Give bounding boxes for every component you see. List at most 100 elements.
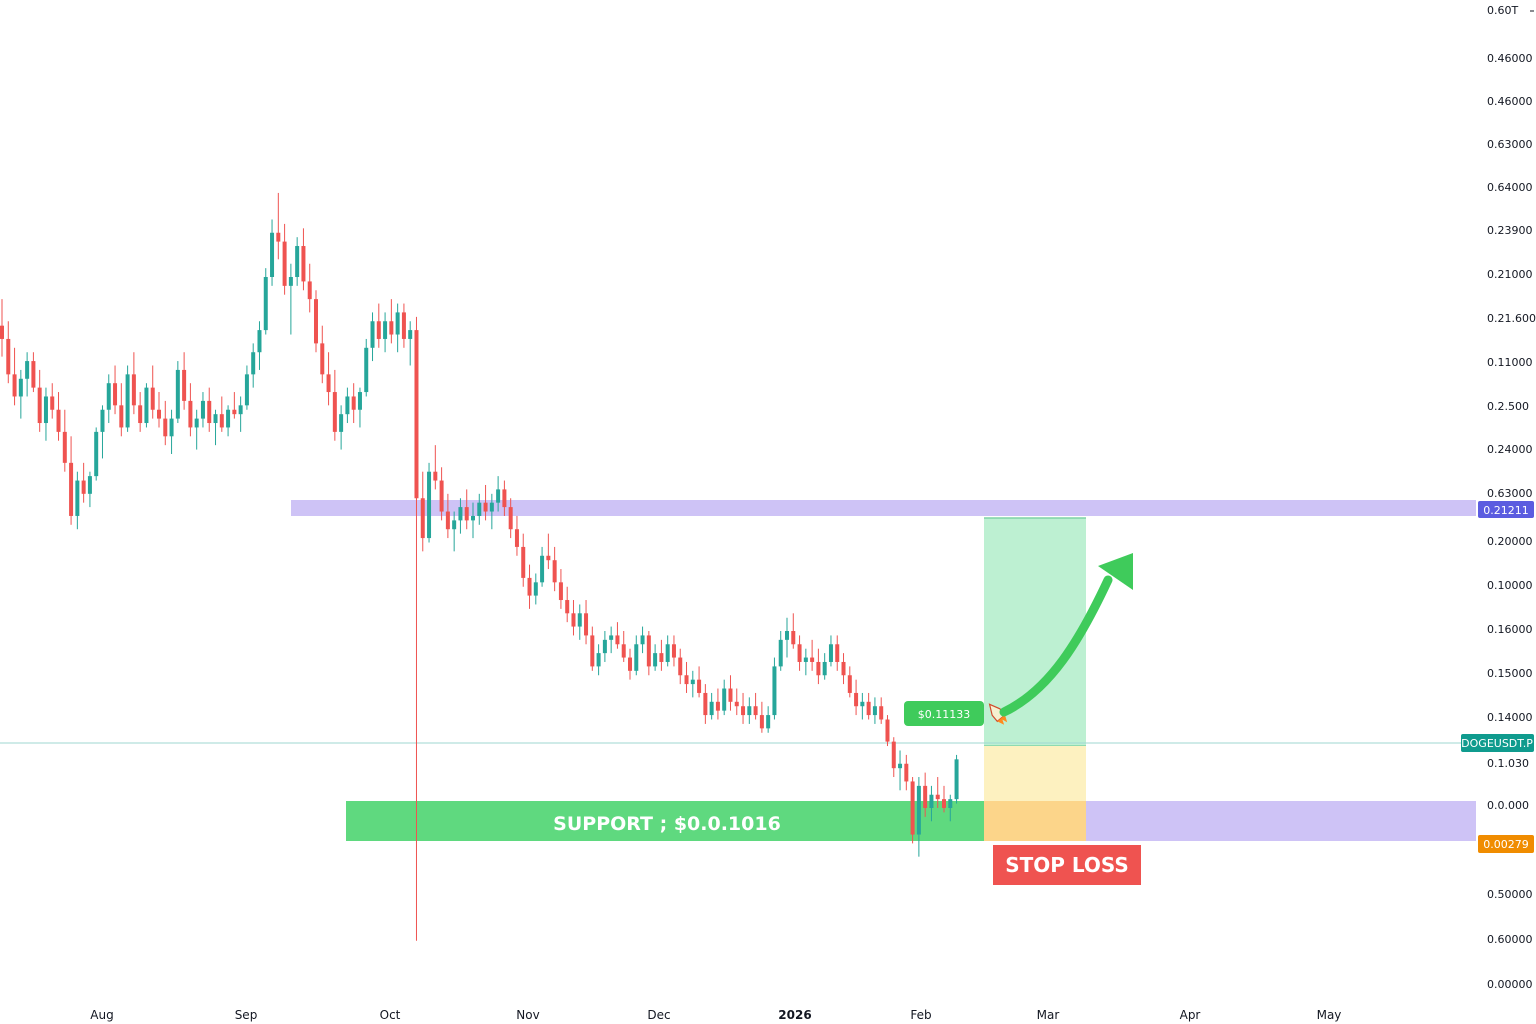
stop-loss-label: STOP LOSS <box>1005 853 1129 877</box>
time-axis-label: Oct <box>380 1008 401 1022</box>
candle-body <box>339 414 344 432</box>
candle-body <box>439 480 444 512</box>
candle-body <box>759 715 764 729</box>
time-axis-label: 2026 <box>778 1008 811 1022</box>
candle <box>722 679 727 716</box>
candle <box>634 635 639 676</box>
time-axis-label: Dec <box>647 1008 670 1022</box>
candle-body <box>640 635 645 645</box>
candle <box>113 365 118 415</box>
candle <box>37 369 42 432</box>
support-zone <box>346 801 984 841</box>
candle-body <box>232 409 237 415</box>
candle <box>822 653 827 680</box>
price-axis-label: 0.0.000 <box>1487 799 1529 812</box>
candle <box>609 626 614 654</box>
candle-body <box>533 582 538 596</box>
candle-body <box>464 507 469 521</box>
candle-body <box>898 763 903 769</box>
candle-body <box>847 675 852 693</box>
candle-body <box>131 374 136 406</box>
candle <box>697 666 702 698</box>
candle <box>182 352 187 410</box>
stop-loss-zone <box>984 801 1086 841</box>
candle-body <box>332 392 337 432</box>
candle <box>194 409 199 450</box>
candle-body <box>715 701 720 711</box>
candle <box>244 365 249 410</box>
candle-body <box>401 312 406 339</box>
candle <box>257 321 262 370</box>
candle-body <box>244 374 249 406</box>
candle-body <box>885 719 890 742</box>
candle-body <box>728 688 733 702</box>
time-axis-label: Aug <box>90 1008 113 1022</box>
price-axis[interactable]: 0.60T 0.46000 0.46000 0.63000 0.64000 0.23900… <box>1461 4 1536 991</box>
candle <box>357 387 362 428</box>
candle <box>709 692 714 720</box>
candle <box>6 321 11 384</box>
candle <box>307 263 312 313</box>
candle-body <box>226 409 231 428</box>
candle <box>866 692 871 720</box>
candle <box>376 303 381 348</box>
candle <box>175 361 180 424</box>
candle <box>665 635 670 667</box>
candle-body <box>558 582 563 601</box>
candle-body <box>477 502 482 516</box>
candle <box>803 648 808 676</box>
candle-body <box>25 361 30 379</box>
candle <box>401 303 406 348</box>
candle <box>100 405 105 459</box>
candle <box>942 785 946 813</box>
candle-body <box>307 281 312 300</box>
candle-body <box>219 414 224 428</box>
candle <box>571 600 576 636</box>
price-axis-label: 0.63000 <box>1487 487 1533 500</box>
stop-price-tag-text: 0.00279 <box>1483 838 1529 851</box>
candle <box>785 617 789 658</box>
candle <box>150 365 155 419</box>
candle <box>452 511 457 552</box>
candle <box>565 586 570 623</box>
resistance-price-tag[interactable] <box>1478 501 1534 518</box>
candle <box>772 657 777 720</box>
stop-price-tag[interactable] <box>1478 835 1534 853</box>
candle <box>659 639 664 671</box>
candle-body <box>835 644 840 662</box>
candle <box>270 219 275 286</box>
candle <box>521 533 526 587</box>
candle-body <box>527 577 532 596</box>
candle <box>445 493 450 539</box>
candle <box>464 489 469 530</box>
candle <box>590 626 595 671</box>
target-zone <box>984 518 1086 746</box>
candle-body <box>37 387 42 424</box>
candle <box>690 670 695 698</box>
candle-body <box>314 299 318 344</box>
candle-body <box>414 330 419 499</box>
candle-body <box>577 613 582 627</box>
candle <box>703 684 708 724</box>
candle-body <box>929 794 934 808</box>
candle <box>119 383 124 437</box>
symbol-price-tag[interactable] <box>1461 734 1534 752</box>
candle <box>56 392 61 441</box>
candle-body <box>357 392 362 410</box>
candle <box>276 192 281 260</box>
candle <box>125 365 130 432</box>
price-axis-label: 0.20000 <box>1487 535 1533 548</box>
candle-body <box>942 799 946 808</box>
candle <box>433 445 438 490</box>
price-axis-label: 0.15000 <box>1487 667 1533 680</box>
candle-body <box>351 396 356 410</box>
candle-body <box>741 706 746 716</box>
candle <box>898 750 903 791</box>
candle-body <box>935 794 940 800</box>
time-axis[interactable]: Aug Sep Oct Nov Dec 2026 Feb Mar Apr May <box>90 1008 1341 1022</box>
candle-body <box>772 666 777 716</box>
candle-body <box>471 515 475 521</box>
candle <box>527 564 532 609</box>
candle <box>383 312 388 353</box>
